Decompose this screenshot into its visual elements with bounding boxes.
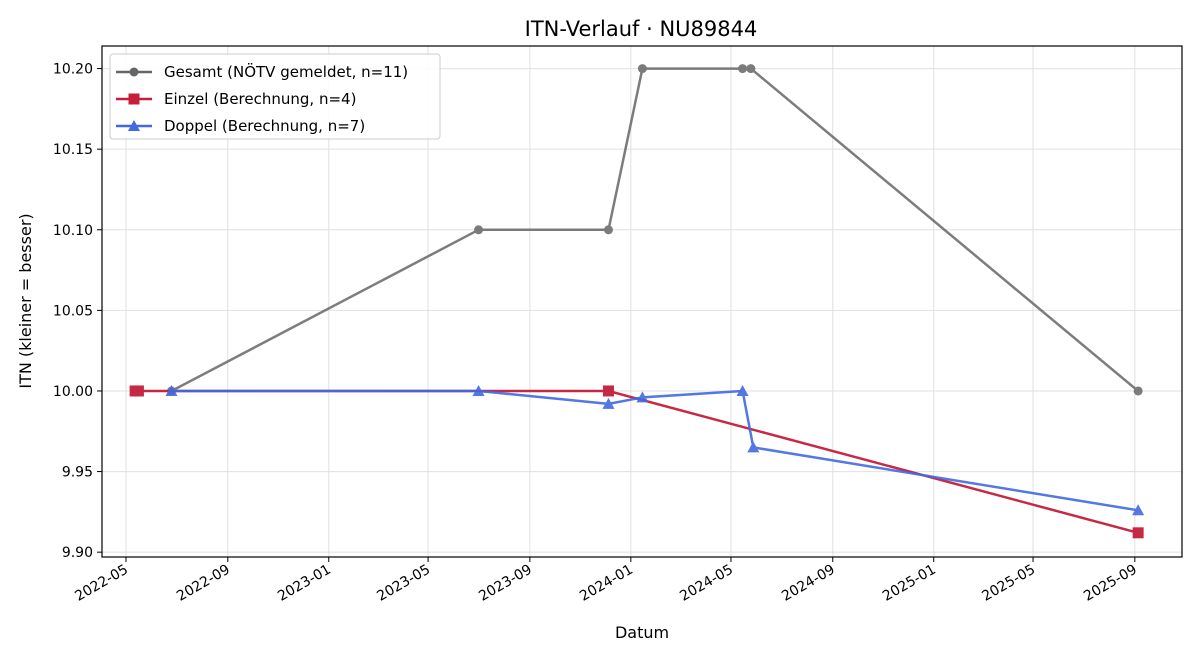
y-axis-label: ITN (kleiner = besser) [16, 213, 35, 388]
legend-box [109, 53, 441, 140]
data-point [637, 64, 647, 74]
y-tick-label: 10.05 [53, 303, 93, 319]
data-point [738, 64, 748, 74]
data-point [602, 397, 615, 409]
legend-label: Einzel (Berechnung, n=4) [164, 90, 356, 108]
legend: Gesamt (NÖTV gemeldet, n=11) Einzel (Bere… [109, 53, 441, 140]
legend-label: Gesamt (NÖTV gemeldet, n=11) [164, 62, 408, 81]
legend-swatch-marker [128, 93, 140, 105]
legend-swatch-marker [128, 120, 140, 131]
data-point [736, 384, 749, 396]
x-axis-label: Datum [615, 623, 669, 642]
data-point [747, 441, 760, 453]
data-point [1132, 504, 1145, 516]
series-1 [167, 64, 1143, 396]
y-tick-label: 10.10 [53, 223, 93, 239]
data-point [603, 225, 613, 235]
data-point [602, 385, 614, 397]
data-point [1132, 527, 1144, 539]
y-tick-label: 9.90 [62, 545, 93, 561]
data-point [165, 384, 178, 396]
series-layer [129, 64, 1145, 539]
legend-item: Doppel (Berechnung, n=7) [116, 117, 365, 135]
y-tick-label: 9.95 [62, 465, 93, 481]
data-point [132, 385, 144, 397]
legend-item: Gesamt (NÖTV gemeldet, n=11) [116, 62, 408, 81]
plot-area-frame [101, 45, 1183, 558]
series-3 [165, 384, 1145, 516]
chart-title: ITN-Verlauf · NU89844 [525, 17, 758, 41]
y-tick-label: 10.20 [53, 62, 93, 78]
y-tick-label: 10.15 [53, 142, 93, 158]
legend-item: Einzel (Berechnung, n=4) [116, 90, 356, 108]
legend-swatch-marker [129, 67, 139, 77]
y-tick-label: 10.00 [53, 384, 93, 400]
data-point [472, 384, 485, 396]
data-point [474, 225, 484, 235]
data-point [1133, 386, 1143, 396]
data-point [746, 64, 756, 74]
data-point [636, 391, 649, 403]
legend-label: Doppel (Berechnung, n=7) [164, 117, 365, 135]
y-axis: 9.90 9.95 10.00 10.05 10.10 10.15 10.20 [53, 62, 102, 561]
